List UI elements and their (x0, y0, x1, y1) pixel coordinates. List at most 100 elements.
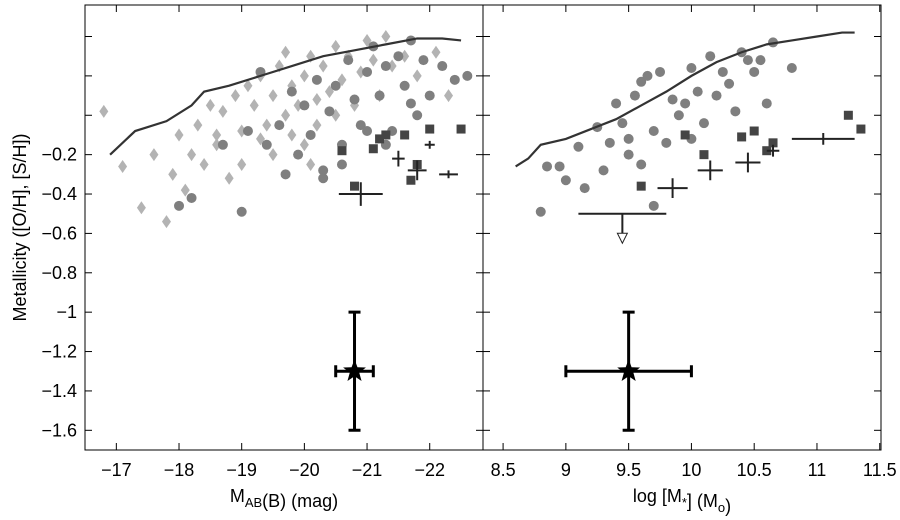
x-tick-label: −18 (164, 460, 195, 480)
point (174, 200, 185, 211)
x-label-part: (B) (mag) (262, 491, 338, 511)
point (737, 132, 747, 142)
point (343, 55, 354, 66)
point (268, 148, 278, 162)
axes-frame (84, 4, 484, 451)
point (362, 66, 373, 77)
error-cross (791, 132, 855, 145)
x-tick-label: 9.5 (616, 460, 641, 480)
series-line (515, 31, 855, 168)
point (230, 89, 240, 103)
point (368, 53, 378, 67)
x-tick-label: 11 (808, 460, 827, 480)
point (299, 138, 309, 152)
point (337, 146, 347, 156)
axes-frame (482, 4, 882, 451)
point (237, 157, 247, 171)
point (636, 181, 646, 191)
point (698, 118, 709, 129)
point (399, 80, 410, 91)
point (405, 98, 416, 109)
point (449, 74, 460, 85)
x-label-part: o (718, 500, 725, 515)
point (418, 55, 429, 66)
x-tick-label: −20 (289, 460, 320, 480)
point (299, 100, 310, 111)
y-tick-label: −1.2 (41, 342, 77, 362)
x-tick-label: −22 (414, 460, 445, 480)
point (856, 124, 866, 134)
y-tick-label: −0.2 (41, 145, 77, 165)
point (293, 149, 304, 160)
series-cross (338, 140, 458, 206)
series-circle (535, 37, 797, 217)
point (174, 128, 184, 142)
point (281, 108, 291, 122)
point (262, 118, 272, 132)
point (311, 74, 322, 85)
point (281, 45, 291, 59)
point (274, 120, 285, 131)
point (387, 59, 397, 73)
point (573, 141, 584, 152)
point (768, 138, 778, 148)
point (400, 49, 410, 63)
series-circle (174, 35, 473, 217)
point (598, 165, 609, 176)
point (350, 181, 360, 191)
point (312, 118, 322, 132)
point (217, 139, 228, 150)
x-axis-label: MAB(B) (mag) (230, 486, 338, 511)
point (711, 90, 722, 101)
y-tick-label: −1.6 (41, 420, 77, 440)
point (237, 124, 247, 138)
point (243, 79, 253, 93)
point (193, 118, 203, 132)
series-limit (578, 212, 667, 245)
point (749, 66, 760, 77)
point (331, 39, 341, 53)
y-tick-label: −1 (56, 302, 77, 322)
point (212, 138, 222, 152)
point (118, 159, 128, 173)
point (318, 173, 329, 184)
point (692, 86, 703, 97)
point (287, 128, 297, 142)
point (324, 106, 335, 117)
x-tick-label: −17 (101, 460, 132, 480)
point (186, 192, 197, 203)
point (680, 130, 690, 140)
x-tick-label: 10 (681, 460, 701, 480)
error-cross (407, 160, 427, 181)
point (535, 206, 546, 217)
point (375, 134, 385, 144)
series-square (636, 110, 866, 191)
series-star (334, 310, 375, 432)
point (542, 161, 553, 172)
point (400, 130, 410, 140)
series-line (109, 37, 462, 156)
error-cross (697, 160, 723, 181)
point (280, 169, 291, 180)
limit-arrow (616, 232, 629, 245)
x-label-part: AB (245, 495, 262, 510)
point (843, 110, 853, 120)
point (224, 171, 234, 185)
point (136, 201, 146, 215)
point (673, 110, 684, 121)
point (431, 45, 441, 59)
point (699, 150, 709, 160)
x-tick-label: −21 (352, 460, 383, 480)
point (268, 89, 278, 103)
y-tick-label: −0.8 (41, 263, 77, 283)
point (437, 61, 448, 72)
trend-line (515, 31, 855, 168)
x-tick-label: 11.5 (863, 460, 897, 480)
point (648, 200, 659, 211)
error-cross (392, 150, 405, 167)
point (636, 159, 647, 170)
point (299, 69, 309, 83)
point (380, 61, 391, 72)
point (724, 78, 735, 89)
